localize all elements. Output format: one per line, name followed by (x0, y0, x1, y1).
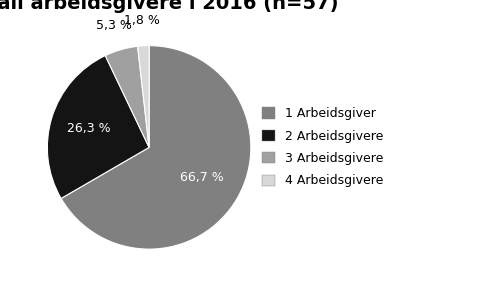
Wedge shape (48, 55, 149, 199)
Legend: 1 Arbeidsgiver, 2 Arbeidsgivere, 3 Arbeidsgivere, 4 Arbeidsgivere: 1 Arbeidsgiver, 2 Arbeidsgivere, 3 Arbei… (262, 107, 382, 188)
Text: 66,7 %: 66,7 % (180, 171, 223, 184)
Title: Antall arbeidsgivere i 2016 (n=57): Antall arbeidsgivere i 2016 (n=57) (0, 0, 338, 13)
Text: 1,8 %: 1,8 % (124, 14, 159, 27)
Text: 26,3 %: 26,3 % (67, 122, 110, 135)
Text: 5,3 %: 5,3 % (96, 19, 132, 32)
Wedge shape (105, 46, 149, 147)
Wedge shape (61, 46, 250, 249)
Wedge shape (137, 46, 149, 147)
